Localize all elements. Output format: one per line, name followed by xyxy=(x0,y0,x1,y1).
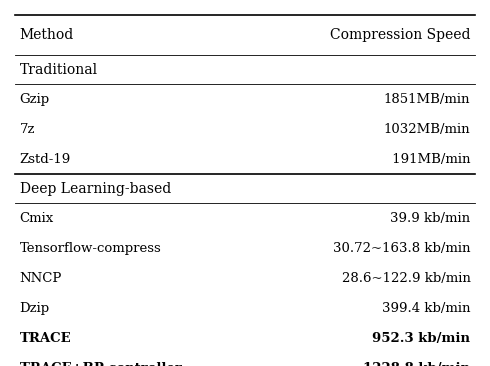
Text: TRACE: TRACE xyxy=(20,332,71,345)
Text: 7z: 7z xyxy=(20,123,35,136)
Text: 39.9 kb/min: 39.9 kb/min xyxy=(390,212,470,225)
Text: 952.3 kb/min: 952.3 kb/min xyxy=(372,332,470,345)
Text: 191MB/min: 191MB/min xyxy=(388,153,470,166)
Text: NNCP: NNCP xyxy=(20,272,62,285)
Text: 399.4 kb/min: 399.4 kb/min xyxy=(382,302,470,315)
Text: Method: Method xyxy=(20,28,74,42)
Text: 1851MB/min: 1851MB/min xyxy=(384,93,470,106)
Text: Tensorflow-compress: Tensorflow-compress xyxy=(20,242,161,255)
Text: Compression Speed: Compression Speed xyxy=(330,28,470,42)
Text: Dzip: Dzip xyxy=(20,302,49,315)
Text: Deep Learning-based: Deep Learning-based xyxy=(20,182,171,196)
Text: 1032MB/min: 1032MB/min xyxy=(384,123,470,136)
Text: Traditional: Traditional xyxy=(20,63,98,76)
Text: Gzip: Gzip xyxy=(20,93,49,106)
Text: Zstd-19: Zstd-19 xyxy=(20,153,71,166)
Text: 30.72~163.8 kb/min: 30.72~163.8 kb/min xyxy=(333,242,470,255)
Text: 1228.8 kb/min: 1228.8 kb/min xyxy=(363,362,470,366)
Text: Cmix: Cmix xyxy=(20,212,54,225)
Text: 28.6~122.9 kb/min: 28.6~122.9 kb/min xyxy=(342,272,470,285)
Text: TRACE+BP controller: TRACE+BP controller xyxy=(20,362,181,366)
